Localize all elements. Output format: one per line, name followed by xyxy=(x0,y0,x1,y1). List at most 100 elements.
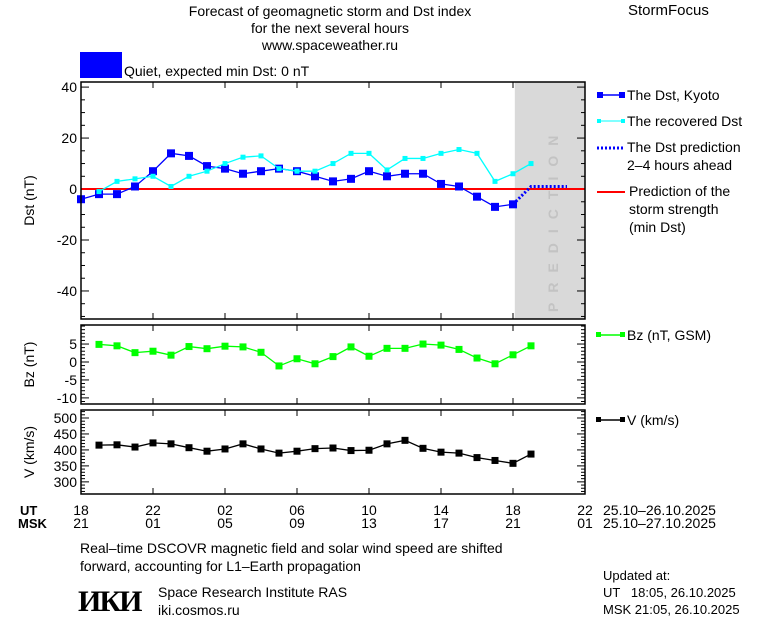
y-tick-label: -10 xyxy=(57,390,77,406)
legend: The Dst, Kyoto The recovered Dst The Dst… xyxy=(596,87,742,428)
y-tick-label: 300 xyxy=(54,474,78,490)
data-point xyxy=(149,347,157,355)
y-axis-label: Bz (nT) xyxy=(21,342,37,388)
status-swatch xyxy=(80,52,122,78)
data-point xyxy=(437,179,445,188)
data-point xyxy=(113,190,121,199)
legend-dst-marker xyxy=(619,92,625,98)
data-point xyxy=(275,449,283,457)
y-tick-label: 450 xyxy=(54,426,78,442)
iki-logo: ИКИ xyxy=(78,585,142,618)
data-point xyxy=(365,446,373,454)
legend-storm-l2: storm strength xyxy=(629,201,718,217)
data-point xyxy=(294,168,300,174)
data-point xyxy=(96,189,102,195)
data-point xyxy=(419,444,427,452)
y-tick-label: 400 xyxy=(54,442,78,458)
ut-tick-label: 22 xyxy=(145,502,161,518)
y-tick-label: 0 xyxy=(69,354,77,370)
updated-label: Updated at: xyxy=(603,568,671,583)
data-point xyxy=(168,183,174,189)
data-point xyxy=(510,171,516,177)
y-axis-label: Dst (nT) xyxy=(21,175,37,226)
data-point xyxy=(185,444,193,452)
data-point xyxy=(366,150,372,156)
data-point xyxy=(473,192,481,201)
data-point xyxy=(509,351,517,359)
legend-prediction-l1: The Dst prediction xyxy=(627,139,741,155)
prediction-line xyxy=(511,184,567,206)
data-point xyxy=(329,444,337,452)
data-point xyxy=(293,355,301,363)
data-point xyxy=(258,153,264,159)
data-point xyxy=(419,169,427,178)
data-point xyxy=(113,342,121,350)
data-point xyxy=(131,443,139,451)
msk-date-range: 25.10–27.10.2025 xyxy=(603,515,716,531)
data-point xyxy=(222,161,228,167)
data-point xyxy=(491,456,499,464)
updated-msk: MSK 21:05, 26.10.2025 xyxy=(603,602,740,617)
data-point xyxy=(257,348,265,356)
data-point xyxy=(203,345,211,353)
prediction-band xyxy=(514,82,585,319)
data-point xyxy=(113,441,121,449)
data-point xyxy=(186,173,192,179)
panel-0: 40 20 0 -20 -40 Dst (nT) xyxy=(21,79,586,320)
data-point xyxy=(365,352,373,360)
msk-tick-label: 13 xyxy=(361,515,377,531)
panel-1: 5 0 -5 -10 Bz (nT) xyxy=(21,324,586,406)
data-point xyxy=(312,168,318,174)
footer-note-line1: Real–time DSCOVR magnetic field and sola… xyxy=(80,540,503,556)
msk-label: MSK xyxy=(18,516,48,531)
data-point xyxy=(149,167,157,176)
data-point xyxy=(330,161,336,167)
institute-link[interactable]: iki.cosmos.ru xyxy=(158,602,240,618)
data-point xyxy=(204,168,210,174)
ut-label: UT xyxy=(20,503,37,518)
data-point xyxy=(383,172,391,181)
legend-recovered: The recovered Dst xyxy=(627,113,742,129)
y-tick-label: 5 xyxy=(69,336,77,352)
institute-name: Space Research Institute RAS xyxy=(158,584,348,600)
data-point xyxy=(473,354,481,362)
ut-tick-label: 06 xyxy=(289,502,305,518)
y-tick-label: 20 xyxy=(61,130,77,146)
website-link[interactable]: www.spaceweather.ru xyxy=(261,37,399,53)
data-point xyxy=(437,448,445,456)
y-axis-label: V (km/s) xyxy=(21,426,37,478)
legend-storm-l1: Prediction of the xyxy=(629,183,730,199)
msk-tick-label: 01 xyxy=(577,515,593,531)
msk-tick-label: 21 xyxy=(73,515,89,531)
y-tick-label: 350 xyxy=(54,458,78,474)
data-point xyxy=(419,340,427,348)
msk-tick-label: 21 xyxy=(505,515,521,531)
data-point xyxy=(438,150,444,156)
legend-prediction-l2: 2–4 hours ahead xyxy=(627,157,732,173)
ut-tick-label: 22 xyxy=(577,502,593,518)
data-point xyxy=(528,161,534,167)
chart-title-line1: Forecast of geomagnetic storm and Dst in… xyxy=(188,3,472,19)
data-point xyxy=(114,178,120,184)
data-point xyxy=(329,177,337,186)
data-point xyxy=(491,202,499,211)
data-point xyxy=(221,164,229,173)
data-point xyxy=(455,182,463,191)
legend-dst-marker xyxy=(597,92,603,98)
data-point xyxy=(401,169,409,178)
msk-tick-label: 05 xyxy=(217,515,233,531)
plot-frame xyxy=(80,81,586,320)
updated-ut: UT 18:05, 26.10.2025 xyxy=(603,585,736,600)
data-point xyxy=(257,167,265,176)
data-point xyxy=(275,362,283,370)
y-tick-label: 500 xyxy=(54,410,78,426)
data-point xyxy=(401,344,409,352)
data-point xyxy=(239,169,247,178)
data-point xyxy=(95,190,103,199)
data-point xyxy=(221,342,229,350)
data-point xyxy=(329,353,337,361)
data-point xyxy=(420,155,426,161)
data-point xyxy=(95,340,103,348)
legend-dst-kyoto: The Dst, Kyoto xyxy=(627,87,720,103)
